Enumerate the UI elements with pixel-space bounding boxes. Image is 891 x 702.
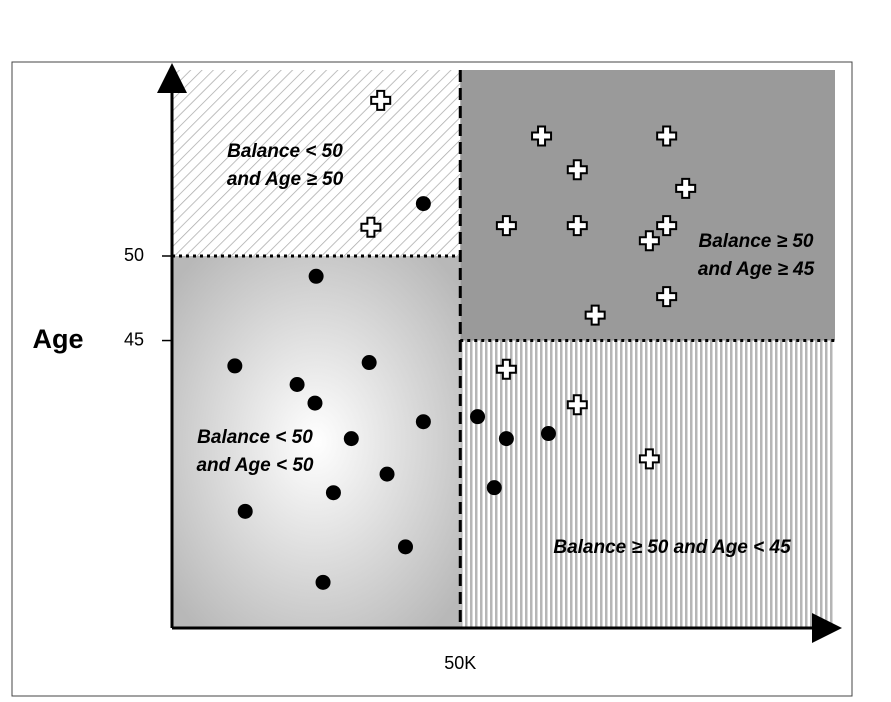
dot-point: [415, 414, 431, 430]
dot-point: [470, 409, 486, 425]
x-tick-label: 50K: [444, 653, 476, 673]
dot-point: [325, 485, 341, 501]
plus-point: [566, 394, 588, 416]
dot-point: [361, 355, 377, 371]
dot-point: [397, 539, 413, 555]
dot-point: [227, 358, 243, 374]
dot-point: [343, 431, 359, 447]
frame: [11, 61, 853, 697]
dot-point: [540, 426, 556, 442]
region-label: Balance < 50: [197, 427, 313, 448]
dot-point: [308, 268, 324, 284]
dot-point: [237, 503, 253, 519]
plus-point: [360, 216, 382, 238]
plus-point: [566, 215, 588, 237]
plus-point: [656, 286, 678, 308]
plus-point: [638, 448, 660, 470]
region-label: Balance ≥ 50 and Age < 45: [553, 537, 791, 558]
region-label: and Age ≥ 50: [227, 169, 344, 190]
y-axis-label: Age: [32, 324, 83, 354]
dot-point: [486, 480, 502, 496]
y-tick-label: 45: [124, 329, 144, 349]
plus-point: [656, 125, 678, 147]
region-label: and Age ≥ 45: [698, 259, 815, 280]
region: [460, 340, 835, 628]
plus-point: [370, 89, 392, 111]
region-label: Balance ≥ 50: [699, 231, 814, 252]
plus-point: [584, 304, 606, 326]
plus-point: [495, 358, 517, 380]
plus-point: [531, 125, 553, 147]
y-tick-label: 50: [124, 245, 144, 265]
region-label: Balance < 50: [227, 141, 343, 162]
region: [460, 70, 835, 341]
dot-point: [315, 574, 331, 590]
dot-point: [379, 466, 395, 482]
region: [172, 70, 461, 256]
dot-point: [498, 431, 514, 447]
plus-point: [656, 215, 678, 237]
region: [172, 256, 461, 628]
plus-point: [495, 215, 517, 237]
dot-point: [307, 395, 323, 411]
plus-point: [566, 159, 588, 181]
region-label: and Age < 50: [196, 455, 313, 476]
plus-point: [675, 177, 697, 199]
dot-point: [289, 377, 305, 393]
plus-point: [638, 230, 660, 252]
dot-point: [415, 196, 431, 212]
